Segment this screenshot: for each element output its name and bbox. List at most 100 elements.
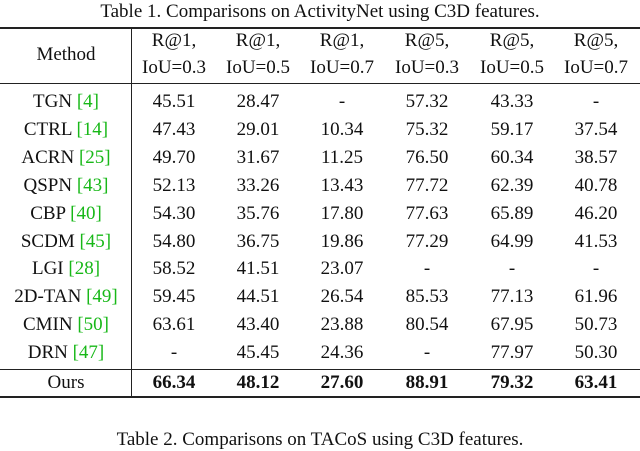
value: 11.25 — [320, 146, 364, 168]
header-iou: IoU=0.3 — [395, 57, 459, 79]
value: 10.34 — [320, 118, 364, 140]
value-cell: - — [339, 91, 345, 113]
value-cell: 29.01 — [237, 119, 280, 141]
value: 77.29 — [405, 230, 449, 252]
value-cell: 41.53 — [575, 231, 618, 253]
citation: [43] — [76, 174, 109, 196]
value: - — [423, 342, 431, 364]
value: 24.36 — [320, 342, 364, 364]
header-metric: R@5, — [490, 30, 534, 52]
value-cell: 61.96 — [575, 286, 618, 308]
value: 17.80 — [320, 202, 364, 224]
citation: [45] — [79, 230, 112, 252]
method-name: CBP — [30, 202, 66, 224]
value: 63.41 — [574, 372, 618, 393]
value-cell: 77.29 — [406, 231, 449, 253]
citation: [4] — [76, 91, 99, 112]
value: 88.91 — [405, 372, 449, 393]
value-cell: 17.80 — [321, 203, 364, 225]
value-cell: 43.40 — [237, 314, 280, 336]
value-cell: 43.33 — [491, 91, 534, 113]
value: 60.34 — [490, 146, 534, 168]
value-cell: 28.47 — [237, 91, 280, 113]
value-cell: 41.51 — [237, 258, 280, 280]
value: 28.47 — [236, 91, 280, 112]
value: 31.67 — [236, 146, 280, 168]
value: 46.20 — [574, 202, 618, 224]
value: 38.57 — [574, 146, 618, 168]
header-metric: R@1, — [320, 30, 364, 52]
value-cell: 23.88 — [321, 314, 364, 336]
value-cell: - — [593, 258, 599, 280]
value-cell: 37.54 — [575, 119, 618, 141]
value-cell: 49.70 — [153, 147, 196, 169]
citation: [49] — [86, 286, 118, 308]
value: 41.53 — [574, 230, 618, 252]
value: 45.45 — [236, 342, 280, 364]
header-text: R@1, — [319, 30, 365, 51]
value-cell: 38.57 — [575, 147, 618, 169]
value-cell: 77.97 — [491, 342, 534, 364]
next-caption: Table 2. Comparisons on TACoS using C3D … — [117, 429, 524, 451]
header-iou: IoU=0.3 — [142, 57, 206, 79]
value-cell: - — [424, 342, 430, 364]
value-cell: 47.43 — [153, 119, 196, 141]
value-cell: 80.54 — [406, 314, 449, 336]
method-cell: CMIN [50] — [23, 314, 109, 336]
method-cell: SCDM [45] — [21, 231, 111, 253]
value-cell: 77.72 — [406, 175, 449, 197]
header-metric: R@5, — [574, 30, 618, 52]
value: 49.70 — [152, 146, 196, 168]
value: 59.17 — [490, 118, 534, 140]
value-cell: 10.34 — [321, 119, 364, 141]
header-rule — [0, 83, 640, 84]
value-cell: 26.54 — [321, 286, 364, 308]
method-cell: Ours — [48, 372, 85, 394]
method-name: DRN — [27, 342, 68, 364]
value-cell: 31.67 — [237, 147, 280, 169]
method-cell: TGN [4] — [33, 91, 99, 113]
value-cell: 48.12 — [237, 372, 280, 394]
method-name: LGI — [31, 258, 64, 280]
method-cell: CTRL [14] — [24, 119, 108, 141]
value: 64.99 — [490, 230, 534, 252]
header-text: IoU=0.5 — [225, 57, 291, 78]
value-cell: 58.52 — [153, 258, 196, 280]
value-cell: 62.39 — [491, 175, 534, 197]
value: 47.43 — [152, 118, 196, 140]
value: 57.32 — [405, 91, 449, 112]
method-name: TGN — [33, 91, 73, 112]
header-metric: R@1, — [236, 30, 280, 52]
header-text: Method — [36, 44, 96, 65]
value: 77.13 — [490, 286, 534, 308]
value-cell: 33.26 — [237, 175, 280, 197]
header-metric: R@5, — [405, 30, 449, 52]
value: 85.53 — [405, 286, 449, 308]
value-cell: 36.75 — [237, 231, 280, 253]
header-iou: IoU=0.5 — [226, 57, 290, 79]
citation: [14] — [76, 118, 109, 140]
value: 75.32 — [405, 118, 449, 140]
value: 77.72 — [405, 174, 449, 196]
value: 41.51 — [236, 258, 280, 280]
header-text: R@5, — [573, 30, 619, 51]
value: 48.12 — [236, 372, 280, 393]
value: 27.60 — [320, 372, 364, 393]
value-cell: 46.20 — [575, 203, 618, 225]
value: 19.86 — [320, 230, 364, 252]
value-cell: 50.30 — [575, 342, 618, 364]
value-cell: 88.91 — [406, 372, 449, 394]
header-text: R@5, — [404, 30, 450, 51]
value: 33.26 — [236, 174, 280, 196]
value-cell: 24.36 — [321, 342, 364, 364]
method-name: CMIN — [22, 314, 73, 336]
value: 80.54 — [405, 314, 449, 336]
value: 50.30 — [574, 342, 618, 364]
value-cell: 76.50 — [406, 147, 449, 169]
value-cell: 44.51 — [237, 286, 280, 308]
value: 26.54 — [320, 286, 364, 308]
value: 44.51 — [236, 286, 280, 308]
value-cell: 79.32 — [491, 372, 534, 394]
citation: [40] — [70, 202, 102, 224]
citation: [25] — [78, 146, 111, 168]
